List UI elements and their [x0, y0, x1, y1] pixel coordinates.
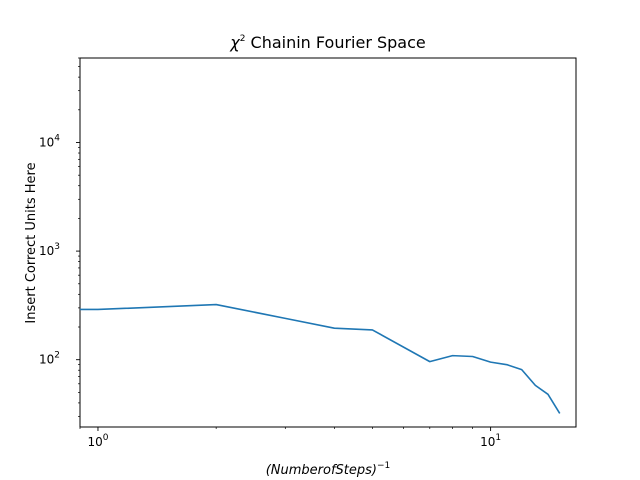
- x-tick-label-base: 10: [480, 435, 495, 449]
- x-axis-label: (NumberofSteps)−1: [266, 461, 391, 478]
- x-tick-label-base: 10: [87, 435, 102, 449]
- chart-title-symbol: χ: [229, 33, 240, 52]
- y-tick-label-base: 10: [39, 244, 54, 258]
- y-tick-label-exponent: 3: [54, 242, 60, 252]
- series-layer: [80, 303, 561, 414]
- x-tick-label-exponent: 1: [495, 433, 501, 443]
- y-tick-label-1: 103: [39, 242, 60, 258]
- y-tick-label-exponent: 4: [54, 134, 60, 144]
- y-tick-label-0: 102: [39, 351, 60, 367]
- x-axis-label-text: (NumberofSteps): [266, 463, 377, 478]
- x-tick-label-0: 100: [87, 433, 108, 449]
- y-tick-label-exponent: 2: [54, 351, 60, 361]
- chart-title: χ2 Chainin Fourier Space: [229, 33, 426, 52]
- y-axis-label: Insert Correct Units Here: [24, 162, 39, 323]
- series-line-0: [80, 303, 561, 414]
- chart-title-text: Chainin Fourier Space: [245, 33, 425, 52]
- plot-frame: [79, 57, 577, 428]
- y-tick-label-base: 10: [39, 353, 54, 367]
- y-tick-label-base: 10: [39, 136, 54, 150]
- x-tick-label-1: 101: [480, 433, 501, 449]
- y-tick-label-2: 104: [39, 134, 60, 150]
- x-tick-label-exponent: 0: [103, 433, 109, 443]
- chart-title-exponent: 2: [240, 34, 246, 44]
- x-axis-label-exponent: −1: [377, 461, 390, 471]
